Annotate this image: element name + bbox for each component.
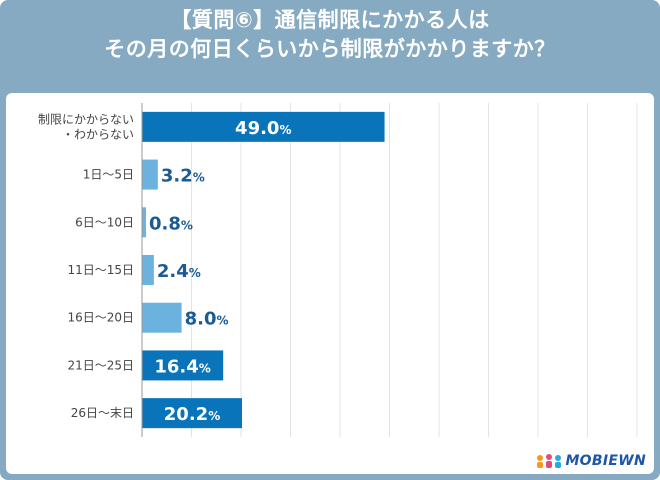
bar <box>142 302 182 333</box>
chart-title: 【質問⑥】通信制限にかかる人は その月の何日くらいから制限がかかりますか？ <box>0 6 660 64</box>
category-label: 21日〜25日 <box>67 358 134 372</box>
data-label: 8.0% <box>185 309 229 330</box>
category-label: 6日〜10日 <box>75 215 134 229</box>
bar <box>142 350 224 381</box>
bar <box>142 111 385 142</box>
data-label: 49.0% <box>235 118 291 139</box>
data-label: 20.2% <box>164 404 220 425</box>
mobiewn-logo: MOBIEWN <box>536 451 646 471</box>
chart-panel <box>6 93 654 474</box>
data-label: 16.4% <box>154 356 210 377</box>
bar <box>142 207 146 238</box>
data-label: 2.4% <box>157 261 201 282</box>
category-label: 制限にかからない・わからない <box>38 112 134 141</box>
bar <box>142 398 242 429</box>
category-label: 1日〜5日 <box>83 168 134 182</box>
title-line-1: 【質問⑥】通信制限にかかる人は <box>170 8 490 32</box>
logo-text: MOBIEWN <box>565 453 646 469</box>
category-label: 26日〜末日 <box>71 406 134 420</box>
bar <box>142 159 158 190</box>
bar <box>142 255 154 285</box>
logo-people-icon <box>537 454 562 468</box>
category-label: 11日〜15日 <box>67 263 134 277</box>
title-line-2: その月の何日くらいから制限がかかりますか？ <box>104 37 556 61</box>
category-label: 16日〜20日 <box>67 311 134 325</box>
data-label: 3.2% <box>161 166 205 187</box>
data-label: 0.8% <box>149 213 193 234</box>
